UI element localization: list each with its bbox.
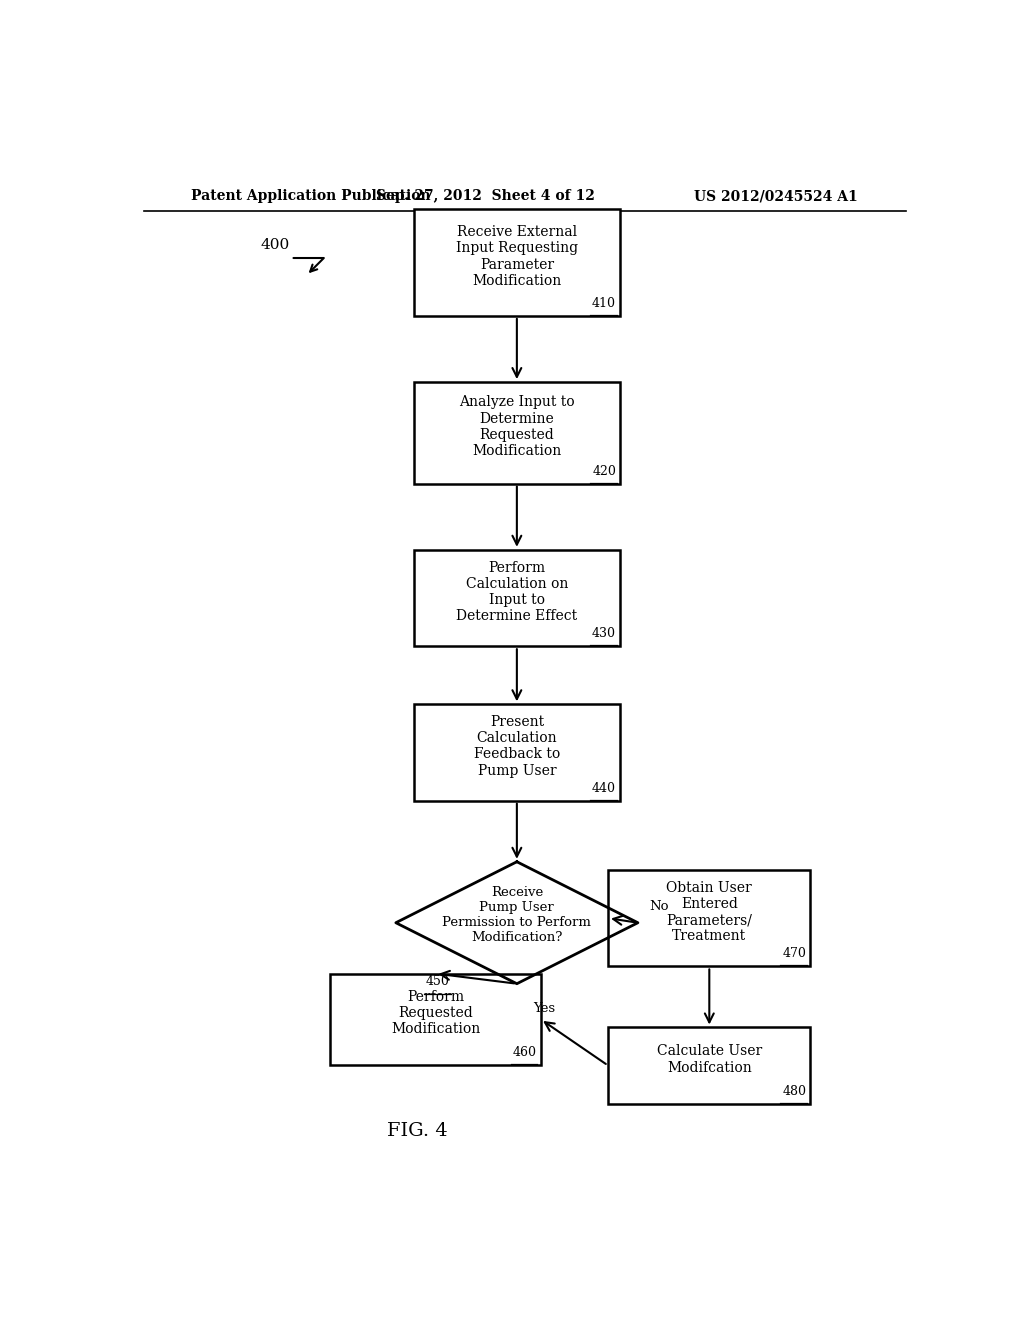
Bar bbox=[608, 1027, 811, 1104]
Polygon shape bbox=[396, 862, 638, 983]
Text: 450: 450 bbox=[426, 974, 450, 987]
Bar bbox=[414, 704, 620, 801]
Text: 410: 410 bbox=[592, 297, 616, 310]
Text: 480: 480 bbox=[782, 1085, 807, 1097]
Text: Yes: Yes bbox=[532, 1002, 555, 1015]
Bar bbox=[414, 549, 620, 647]
Text: Patent Application Publication: Patent Application Publication bbox=[191, 189, 431, 203]
Text: 470: 470 bbox=[782, 948, 807, 961]
Bar bbox=[414, 381, 620, 483]
Text: 460: 460 bbox=[513, 1045, 537, 1059]
Text: 440: 440 bbox=[592, 781, 616, 795]
Text: Perform
Calculation on
Input to
Determine Effect: Perform Calculation on Input to Determin… bbox=[457, 561, 578, 623]
Text: Receive
Pump User
Permission to Perform
Modification?: Receive Pump User Permission to Perform … bbox=[442, 886, 591, 944]
Text: Sep. 27, 2012  Sheet 4 of 12: Sep. 27, 2012 Sheet 4 of 12 bbox=[376, 189, 595, 203]
Text: Receive External
Input Requesting
Parameter
Modification: Receive External Input Requesting Parame… bbox=[456, 226, 578, 288]
Text: No: No bbox=[650, 899, 670, 912]
Text: US 2012/0245524 A1: US 2012/0245524 A1 bbox=[694, 189, 858, 203]
Text: 400: 400 bbox=[260, 238, 290, 252]
Text: Present
Calculation
Feedback to
Pump User: Present Calculation Feedback to Pump Use… bbox=[474, 715, 560, 777]
Bar bbox=[608, 870, 811, 966]
Bar bbox=[331, 974, 541, 1065]
Text: Analyze Input to
Determine
Requested
Modification: Analyze Input to Determine Requested Mod… bbox=[459, 396, 574, 458]
Text: Obtain User
Entered
Parameters/
Treatment: Obtain User Entered Parameters/ Treatmen… bbox=[667, 880, 753, 944]
Text: Calculate User
Modifcation: Calculate User Modifcation bbox=[656, 1044, 762, 1074]
Text: Perform
Requested
Modification: Perform Requested Modification bbox=[391, 990, 480, 1036]
Bar bbox=[414, 210, 620, 315]
Text: FIG. 4: FIG. 4 bbox=[387, 1122, 449, 1140]
Text: 430: 430 bbox=[592, 627, 616, 640]
Text: 420: 420 bbox=[592, 465, 616, 478]
